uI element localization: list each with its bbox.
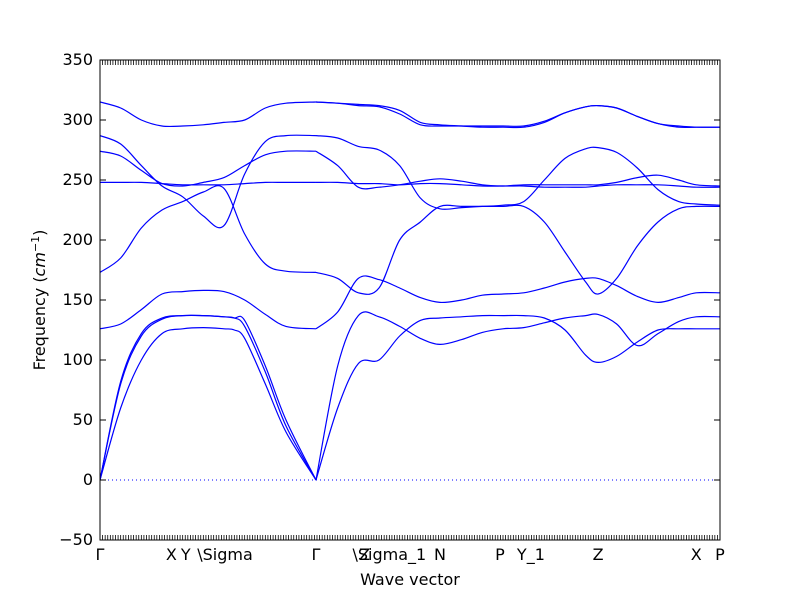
- x-axis-label: Wave vector: [360, 570, 460, 589]
- plot-lines: [100, 101, 720, 481]
- band-line-8: [100, 134, 316, 229]
- band-line-3: [100, 314, 317, 481]
- x-tick-label-11: X: [691, 545, 702, 564]
- band-line-18: [315, 101, 720, 128]
- band-line-7: [100, 150, 316, 187]
- y-tick-label-4: 150: [62, 290, 93, 309]
- x-tick-label-5: Z: [359, 545, 370, 564]
- y-tick-label-7: 300: [62, 110, 93, 129]
- x-tick-label-8: P: [495, 545, 505, 564]
- x-tick-label-10: Z: [593, 545, 604, 564]
- x-tick-label-6: \Sigma_1: [352, 545, 426, 565]
- band-line-6: [100, 181, 316, 186]
- band-line-15: [315, 150, 720, 190]
- ticks: [99, 59, 721, 541]
- y-tick-label-3: 100: [62, 350, 93, 369]
- band-line-9: [100, 101, 316, 128]
- x-tick-label-9: Y_1: [516, 545, 545, 565]
- band-line-10: [315, 314, 720, 481]
- x-tick-label-4: Γ: [312, 545, 321, 564]
- x-tick-label-12: P: [715, 545, 725, 564]
- band-line-13: [315, 275, 720, 330]
- y-axis-label: Frequency (cm−1): [29, 230, 49, 371]
- y-tick-label-6: 250: [62, 170, 93, 189]
- x-tick-label-3: \Sigma: [197, 545, 253, 564]
- x-tick-label-1: X: [166, 545, 177, 564]
- band-line-14: [315, 174, 720, 187]
- y-axis-label-suffix: ): [30, 230, 49, 236]
- band-line-12: [315, 204, 720, 295]
- band-line-11: [315, 311, 720, 481]
- band-line-4: [100, 289, 317, 330]
- band-line-16: [315, 135, 720, 210]
- y-tick-label-2: 50: [73, 410, 93, 429]
- y-axis-label-prefix: Frequency (: [30, 276, 49, 370]
- band-line-1: [100, 326, 317, 481]
- x-tick-label-2: Y: [180, 545, 191, 564]
- x-tick-label-0: Γ: [96, 545, 105, 564]
- y-tick-label-5: 200: [62, 230, 93, 249]
- y-axis-label-unit: cm: [30, 252, 49, 276]
- x-tick-label-7: N: [434, 545, 446, 564]
- y-tick-label-1: 0: [83, 470, 93, 489]
- y-tick-label-8: 350: [62, 50, 93, 69]
- y-axis-label-exponent: −1: [29, 236, 42, 252]
- y-tick-label-0: −50: [59, 530, 93, 549]
- band-line-5: [100, 185, 316, 273]
